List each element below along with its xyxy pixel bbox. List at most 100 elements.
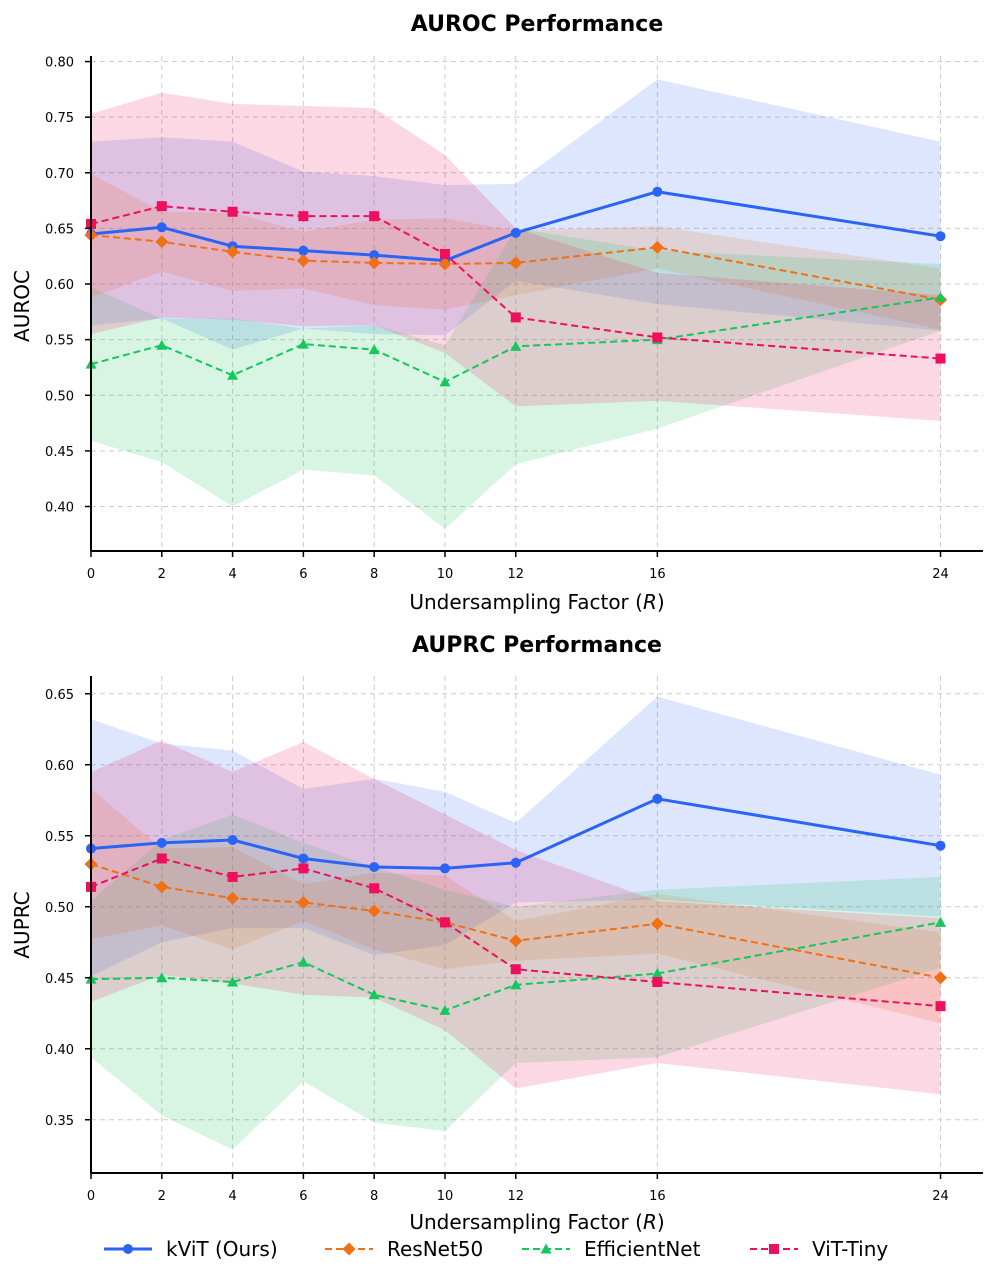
data-point-kvit xyxy=(510,857,521,868)
data-point-kvit xyxy=(298,245,309,256)
data-point-efficientnet xyxy=(227,976,239,987)
data-point-vittiny xyxy=(652,977,663,988)
band-kvit xyxy=(91,79,941,350)
x-axis-label: Undersampling Factor (R) xyxy=(409,590,664,614)
legend-marker xyxy=(540,1243,552,1254)
data-point-kvit xyxy=(369,861,380,872)
auprc-chart: AUPRC Performance 0 2 4 6 8 10 12 16 240.350.400… xyxy=(10,633,983,1234)
y-axis-label: AUPRC xyxy=(10,891,34,958)
data-point-kvit xyxy=(369,250,380,261)
data-point-kvit xyxy=(510,227,521,238)
data-point-vittiny xyxy=(227,871,238,882)
x-tick-label: 6 xyxy=(299,1189,307,1204)
auroc-chart: AUROC Performance 0 2 4 6 8 10 12 16 240.400.450… xyxy=(10,12,983,614)
legend-item-efficientnet: EfficientNet xyxy=(522,1237,701,1261)
legend: kViT (Ours) ResNet50 EfficientNet ViT-Tiny xyxy=(104,1237,888,1261)
data-point-efficientnet xyxy=(439,1004,451,1015)
data-point-kvit xyxy=(935,840,946,851)
data-point-vittiny xyxy=(510,964,521,975)
chart-title: AUROC Performance xyxy=(411,12,663,37)
legend-label: EfficientNet xyxy=(584,1237,701,1261)
x-tick-label: 16 xyxy=(649,567,666,582)
y-tick-label: 0.75 xyxy=(45,111,74,126)
y-axis-label: AUROC xyxy=(10,270,34,342)
x-tick-label: 10 xyxy=(437,567,454,582)
data-point-kvit xyxy=(439,863,450,874)
data-point-vittiny xyxy=(298,863,309,874)
x-tick-label: 4 xyxy=(228,567,236,582)
data-point-resnet xyxy=(367,904,381,918)
y-tick-label: 0.45 xyxy=(45,972,74,987)
series-lines xyxy=(84,186,948,387)
x-tick-label: 24 xyxy=(932,1189,949,1204)
x-tick-label: 24 xyxy=(932,567,949,582)
data-point-efficientnet xyxy=(510,340,522,351)
data-point-resnet xyxy=(296,254,310,268)
data-point-vittiny xyxy=(369,883,380,894)
legend-marker xyxy=(342,1242,356,1256)
x-tick-label: 16 xyxy=(649,1189,666,1204)
x-tick-label: 8 xyxy=(370,1189,378,1204)
band-resnet xyxy=(91,788,941,1024)
grid xyxy=(90,56,983,551)
data-point-efficientnet xyxy=(368,989,380,1000)
legend-marker xyxy=(769,1244,779,1254)
legend-label: kViT (Ours) xyxy=(166,1237,278,1261)
band-resnet xyxy=(91,173,941,330)
axes xyxy=(85,56,983,557)
x-tick-label: 2 xyxy=(158,567,166,582)
data-point-vittiny xyxy=(935,1001,946,1012)
data-point-resnet xyxy=(509,256,523,270)
data-point-resnet xyxy=(296,895,310,909)
y-tick-label: 0.45 xyxy=(45,445,74,460)
band-efficientnet xyxy=(91,228,941,529)
data-point-efficientnet xyxy=(297,338,309,349)
data-point-vittiny xyxy=(510,312,521,323)
y-tick-label: 0.55 xyxy=(45,830,74,845)
y-tick-label: 0.60 xyxy=(45,759,74,774)
y-tick-label: 0.40 xyxy=(45,1043,74,1058)
legend-marker xyxy=(123,1244,133,1254)
x-tick-label: 12 xyxy=(507,1189,524,1204)
data-point-resnet xyxy=(438,257,452,271)
x-tick-label: 10 xyxy=(437,1189,454,1204)
data-point-kvit xyxy=(935,231,946,242)
legend-label: ResNet50 xyxy=(387,1237,483,1261)
data-point-kvit xyxy=(652,793,663,804)
data-point-resnet xyxy=(650,917,664,931)
data-point-resnet xyxy=(367,256,381,270)
data-point-resnet xyxy=(934,971,948,985)
data-point-vittiny xyxy=(935,353,946,364)
chart-title: AUPRC Performance xyxy=(412,633,662,658)
series-line-vittiny xyxy=(90,857,941,1008)
tick-labels: 0 2 4 6 8 10 12 16 240.400.450.500.550.600.650.7… xyxy=(45,56,949,582)
y-tick-label: 0.50 xyxy=(45,389,74,404)
data-point-vittiny xyxy=(369,211,380,222)
data-point-resnet xyxy=(650,240,664,254)
data-point-efficientnet xyxy=(510,979,522,990)
data-point-vittiny xyxy=(227,206,238,217)
x-tick-label: 4 xyxy=(228,1189,236,1204)
x-tick-label: 12 xyxy=(507,567,524,582)
y-tick-label: 0.40 xyxy=(45,501,74,516)
y-tick-label: 0.50 xyxy=(45,901,74,916)
data-point-vittiny xyxy=(298,211,309,222)
data-point-resnet xyxy=(226,245,240,259)
y-tick-label: 0.60 xyxy=(45,278,74,293)
y-tick-label: 0.35 xyxy=(45,1114,74,1129)
data-point-efficientnet xyxy=(297,956,309,967)
data-point-vittiny xyxy=(652,332,663,343)
series-line-efficientnet xyxy=(90,921,941,1012)
tick-labels: 0 2 4 6 8 10 12 16 240.350.400.450.500.550.600.6… xyxy=(45,688,949,1204)
data-point-vittiny xyxy=(156,853,167,864)
grid xyxy=(90,676,983,1173)
data-point-resnet xyxy=(155,235,169,249)
y-tick-label: 0.55 xyxy=(45,334,74,349)
data-point-kvit xyxy=(227,835,238,846)
data-point-resnet xyxy=(509,934,523,948)
data-point-efficientnet xyxy=(227,369,239,380)
x-tick-label: 0 xyxy=(87,1189,95,1204)
data-point-efficientnet xyxy=(439,376,451,387)
